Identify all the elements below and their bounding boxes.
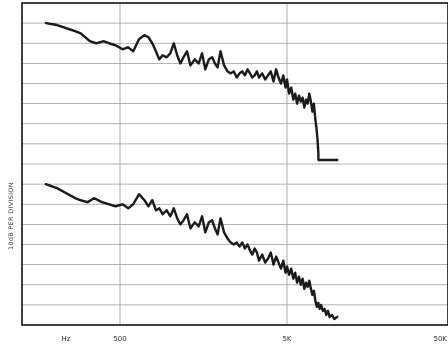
plot-frame <box>21 2 448 326</box>
x-tick-label: Hz <box>62 335 71 343</box>
series-line-2 <box>44 182 339 321</box>
x-axis-ticks: Hz 500 5K 50K <box>62 335 448 343</box>
x-tick-label: 50K <box>434 335 448 343</box>
chart-series <box>44 21 339 321</box>
x-tick-label: 500 <box>113 335 126 343</box>
chart-grid <box>22 3 448 325</box>
y-axis-label: 10dB PER DIVISION <box>7 182 15 250</box>
series-line-1 <box>44 21 339 162</box>
x-tick-label: 5K <box>282 335 291 343</box>
